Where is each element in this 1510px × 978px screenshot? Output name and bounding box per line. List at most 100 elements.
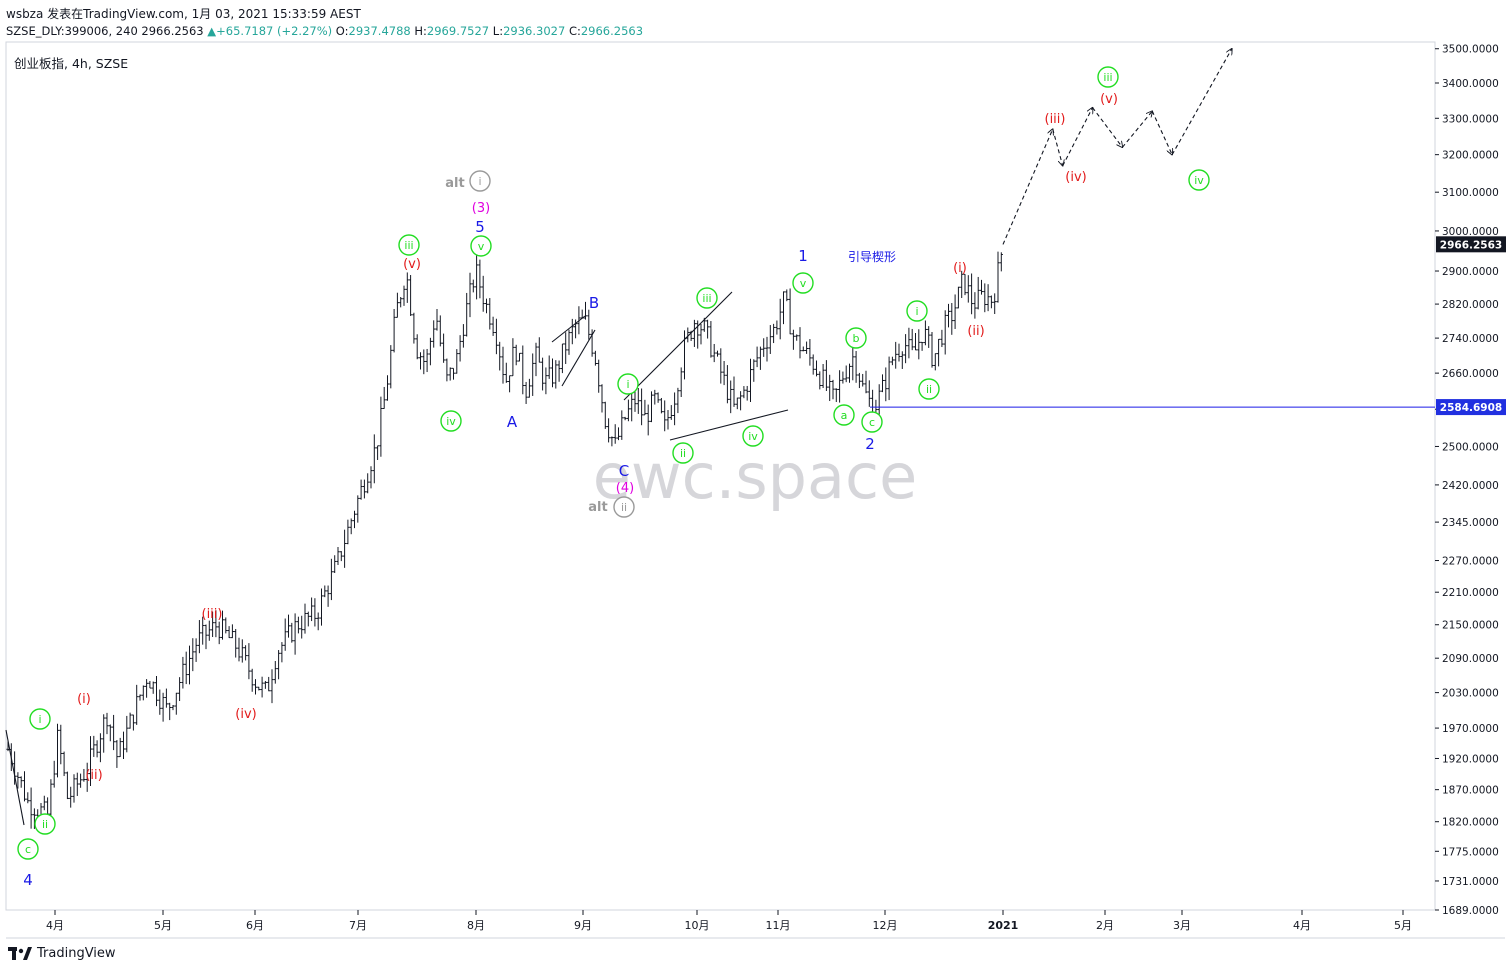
wave-label-text: i: [915, 305, 918, 318]
wave-label-red: (i): [953, 261, 967, 276]
y-tick-label: 3100.0000: [1442, 187, 1499, 199]
wave-label-circle: [742, 425, 764, 447]
y-tick-label: 1820.0000: [1442, 817, 1499, 829]
wave-label-circle: [833, 404, 855, 426]
x-tick-label: 3月: [1173, 919, 1191, 932]
wave-label-green: iii: [398, 234, 420, 256]
wave-label-red: (ii): [85, 768, 102, 783]
wave-label-circle: [672, 442, 694, 464]
wave-label-blue: B: [589, 294, 599, 312]
wave-label-text: iii: [702, 292, 711, 305]
wedge-trendline: [561, 329, 596, 387]
y-tick-label: 2740.0000: [1442, 333, 1499, 345]
wave-label-text: iii: [404, 239, 413, 252]
wave-label-red: (v): [403, 257, 421, 272]
high-value: 2969.7527: [426, 24, 490, 38]
wave-label-blue: 5: [475, 218, 485, 236]
wave-label-text: 2: [865, 435, 875, 453]
wave-label-text: iv: [446, 415, 456, 428]
wave-label-text: C: [619, 462, 629, 480]
wave-label-red: (i): [77, 692, 91, 707]
wave-label-text: 4: [23, 871, 33, 889]
x-tick-label: 5月: [1394, 919, 1412, 932]
wave-label-blue: 引导楔形: [848, 250, 896, 264]
wave-label-circle: [906, 300, 928, 322]
wedge-trendline: [669, 409, 789, 441]
y-tick-label: 2030.0000: [1442, 688, 1499, 700]
wave-label-text: 5: [475, 218, 485, 236]
watermark-text: ewc.space: [593, 440, 918, 513]
projection-segment: [1052, 128, 1063, 166]
tradingview-logo[interactable]: TradingView: [8, 946, 116, 961]
y-tick-label: 2900.0000: [1442, 266, 1499, 278]
y-tick-label: 3000.0000: [1442, 226, 1499, 238]
wave-label-text: a: [841, 409, 848, 422]
wave-label-green: iii: [696, 287, 718, 309]
y-tick-label: 2090.0000: [1442, 653, 1499, 665]
wave-label-circle: [696, 287, 718, 309]
wave-label-magenta: (4): [616, 481, 634, 496]
wave-label-text: A: [507, 413, 518, 431]
close-label: C:: [568, 24, 581, 38]
wave-label-magenta: (3): [472, 201, 490, 216]
y-tick-label: 2210.0000: [1442, 587, 1499, 599]
y-tick-label: 1920.0000: [1442, 753, 1499, 765]
wave-label-blue: 1: [798, 247, 808, 265]
wave-label-green: b: [845, 327, 867, 349]
wave-label-text: 1: [798, 247, 808, 265]
wave-label-green: v: [470, 235, 492, 257]
y-tick-label: 2345.0000: [1442, 517, 1499, 529]
projection-segment: [1171, 49, 1232, 155]
y-tick-label: 2660.0000: [1442, 368, 1499, 380]
low-value: 2936.3027: [503, 24, 566, 38]
wave-label-red: (iv): [1065, 170, 1086, 185]
ohlc-line: SZSE_DLY:399006, 240 2966.2563 ▲+65.7187…: [6, 24, 643, 38]
tradingview-brand: TradingView: [37, 946, 116, 961]
wave-label-green: ii: [918, 378, 940, 400]
wave-label-text: (v): [403, 257, 421, 272]
x-tick-label: 6月: [246, 919, 264, 932]
wave-label-green: ii: [672, 442, 694, 464]
wave-label-green: c: [17, 838, 39, 860]
wave-label-green: i: [617, 373, 639, 395]
wave-label-circle: [861, 411, 883, 433]
y-tick-label: 1731.0000: [1442, 876, 1499, 888]
current-price-tag: 2966.2563: [1440, 239, 1502, 251]
price-change: +65.7187 (+2.27%): [216, 24, 333, 38]
wave-label-circle: [1097, 66, 1119, 88]
projection-segment: [1002, 129, 1053, 245]
wave-label-circle: [29, 708, 51, 730]
tradingview-logo-icon: [8, 946, 32, 960]
current-price-tag-bg: [1436, 236, 1506, 253]
wave-label-text: alt: [588, 500, 607, 515]
level-price-tag-bg: [1436, 399, 1506, 416]
wave-label-blue: A: [507, 413, 518, 431]
x-tick-label: 11月: [766, 919, 791, 932]
wave-label-grey: ii: [613, 496, 635, 518]
y-tick-label: 2420.0000: [1442, 480, 1499, 492]
publish-info: wsbza 发表在TradingView.com, 1月 03, 2021 15…: [6, 7, 361, 21]
wave-label-text: 引导楔形: [848, 250, 896, 264]
y-tick-label: 1970.0000: [1442, 723, 1499, 735]
wave-label-red: (ii): [967, 324, 984, 339]
wave-label-text: B: [589, 294, 599, 312]
projection-segment: [1062, 108, 1093, 167]
y-tick-label: 3400.0000: [1442, 78, 1499, 90]
plot-frame: [5, 41, 1436, 911]
y-tick-label: 3500.0000: [1442, 44, 1499, 56]
wave-label-grey: alt: [445, 176, 464, 191]
wave-label-green: iv: [742, 425, 764, 447]
wave-label-blue: 4: [23, 871, 33, 889]
wave-label-text: v: [800, 277, 807, 290]
x-tick-label: 4月: [46, 919, 64, 932]
wave-label-text: alt: [445, 176, 464, 191]
x-tick-label: 5月: [154, 919, 172, 932]
x-tick-label: 4月: [1293, 919, 1311, 932]
y-tick-label: 2820.0000: [1442, 299, 1499, 311]
y-tick-label: 2500.0000: [1442, 441, 1499, 453]
projection-segment: [1121, 111, 1152, 148]
symbol-info: SZSE_DLY:399006, 240: [6, 24, 138, 38]
wave-label-text: (v): [1100, 92, 1118, 107]
high-label: H:: [414, 24, 427, 38]
x-tick-label: 8月: [467, 919, 485, 932]
